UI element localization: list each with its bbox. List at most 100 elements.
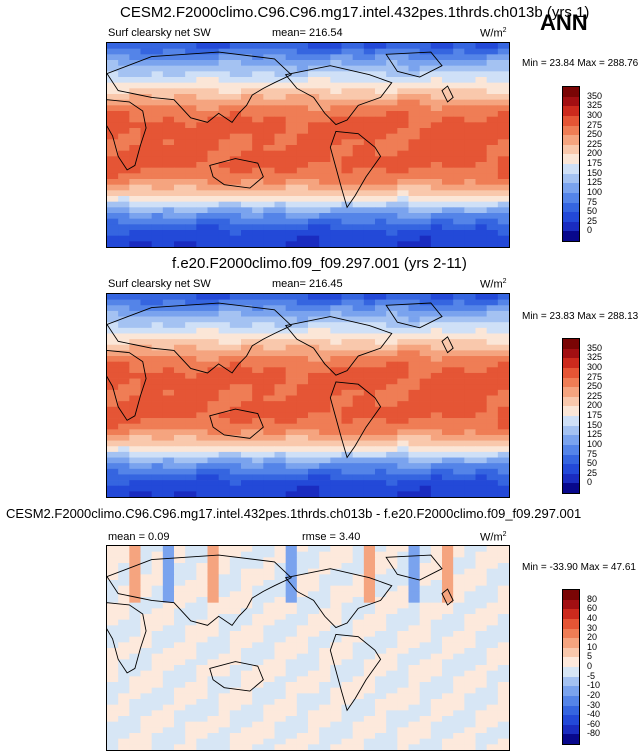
map-cell: [140, 580, 153, 587]
map-cell: [207, 48, 220, 55]
map-cell: [241, 631, 253, 638]
map-cell: [196, 704, 208, 711]
map-cell: [274, 60, 287, 67]
map-cell: [274, 201, 287, 208]
map-cell: [408, 43, 421, 50]
map-cell: [207, 716, 220, 723]
map-cell: [151, 602, 164, 609]
map-cell: [352, 551, 365, 558]
map-cell: [453, 704, 465, 711]
colorbar-swatch: [563, 676, 579, 687]
map-cell: [107, 485, 119, 492]
map-cell: [218, 642, 231, 649]
map-cell: [162, 378, 175, 385]
map-cell: [308, 235, 320, 242]
map-cell: [430, 99, 443, 106]
map-cell: [453, 733, 465, 740]
map-cell: [107, 642, 119, 649]
map-cell: [464, 305, 476, 312]
map-cell: [118, 463, 130, 470]
map-cell: [464, 48, 476, 55]
map-cell: [196, 167, 208, 174]
map-cell: [330, 619, 342, 626]
map-cell: [151, 710, 164, 717]
map-cell: [375, 480, 387, 487]
map-cell: [419, 378, 432, 385]
map-cell: [263, 77, 275, 84]
map-cell: [475, 310, 488, 317]
map-cell: [218, 356, 231, 363]
map-cell: [185, 423, 197, 430]
map-cell: [285, 218, 298, 225]
map-cell: [196, 133, 208, 140]
map-cell: [341, 322, 354, 329]
map-cell: [464, 446, 476, 453]
map-cell: [375, 619, 387, 626]
map-cell: [419, 412, 432, 419]
map-cell: [118, 367, 130, 374]
map-cell: [107, 727, 119, 734]
map-cell: [308, 704, 320, 711]
map-cell: [263, 693, 275, 700]
map-cell: [229, 65, 242, 72]
map-cell: [442, 401, 454, 408]
map-cell: [408, 128, 421, 135]
map-cell: [475, 738, 488, 745]
coastline: [442, 337, 453, 353]
map-cell: [464, 418, 476, 425]
map-cell: [341, 395, 354, 402]
map-cell: [162, 71, 175, 78]
map-cell: [229, 480, 242, 487]
map-cell: [419, 116, 432, 123]
map-cell: [419, 614, 432, 621]
map-cell: [118, 65, 130, 72]
map-cell: [129, 389, 141, 396]
map-cell: [274, 491, 287, 497]
map-cell: [162, 463, 175, 470]
map-cell: [308, 356, 320, 363]
map-cell: [218, 322, 231, 329]
map-cell: [330, 235, 342, 242]
map-cell: [430, 133, 443, 140]
map-cell: [218, 585, 231, 592]
map-cell: [118, 218, 130, 225]
map-cell: [196, 693, 208, 700]
map-cell: [196, 491, 208, 497]
map-cell: [330, 213, 342, 220]
map-cell: [296, 710, 309, 717]
map-cell: [151, 389, 164, 396]
colorbar-tick-label: 150: [587, 419, 603, 430]
map-cell: [330, 372, 342, 379]
map-cell: [296, 429, 309, 436]
map-cell: [218, 551, 231, 558]
map-cell: [475, 213, 488, 220]
map-cell: [363, 224, 376, 231]
colorbar-swatch: [563, 444, 579, 455]
map-cell: [497, 190, 509, 197]
map-cell: [218, 378, 231, 385]
map-cell: [140, 546, 153, 553]
map-cell: [285, 563, 298, 570]
map-cell: [174, 551, 186, 558]
map-cell: [218, 733, 231, 740]
map-cell: [363, 676, 376, 683]
map-cell: [486, 597, 499, 604]
map-cell: [118, 111, 130, 118]
map-cell: [363, 704, 376, 711]
map-cell: [442, 563, 454, 570]
map-cell: [464, 665, 476, 672]
map-cell: [151, 693, 164, 700]
map-cell: [419, 294, 432, 300]
map-cell: [397, 574, 409, 581]
map-cell: [464, 310, 476, 317]
map-cell: [453, 322, 465, 329]
map-cell: [419, 625, 432, 632]
map-cell: [263, 167, 275, 174]
map-cell: [352, 642, 365, 649]
map-cell: [185, 145, 197, 152]
map-cell: [263, 344, 275, 351]
map-cell: [430, 699, 443, 706]
map-cell: [274, 546, 287, 553]
map-cell: [386, 384, 398, 391]
map-cell: [330, 727, 342, 734]
